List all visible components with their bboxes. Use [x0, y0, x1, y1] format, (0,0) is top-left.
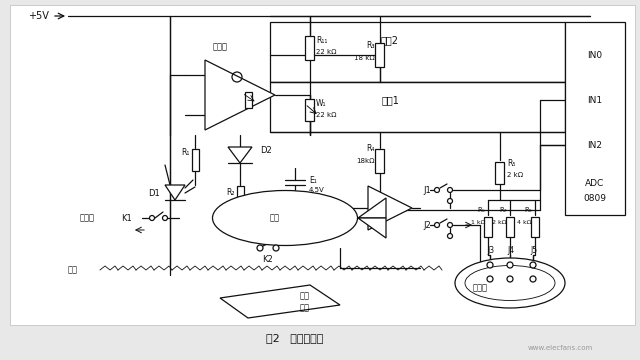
- Circle shape: [487, 262, 493, 268]
- Text: 水下: 水下: [300, 292, 310, 301]
- Bar: [506, 217, 514, 237]
- Text: D2: D2: [260, 145, 272, 154]
- Text: 4 kΩ: 4 kΩ: [518, 220, 532, 225]
- Bar: [244, 92, 252, 108]
- Polygon shape: [358, 198, 386, 218]
- Bar: [376, 149, 385, 173]
- Text: D1: D1: [148, 189, 160, 198]
- Text: 模板: 模板: [300, 303, 310, 312]
- Text: R₁₁: R₁₁: [316, 36, 328, 45]
- Circle shape: [257, 245, 263, 251]
- Polygon shape: [205, 60, 275, 130]
- Text: IN2: IN2: [588, 140, 602, 149]
- Circle shape: [447, 234, 452, 239]
- Text: 流速仪: 流速仪: [80, 213, 95, 222]
- Text: 图2   接口电路图: 图2 接口电路图: [266, 333, 324, 343]
- Text: R₈: R₈: [525, 207, 532, 213]
- Circle shape: [435, 188, 440, 193]
- Polygon shape: [220, 285, 340, 318]
- Text: J5: J5: [530, 246, 537, 255]
- Circle shape: [435, 222, 440, 228]
- Text: 鲡鱼: 鲡鱼: [270, 213, 280, 222]
- Polygon shape: [228, 147, 252, 163]
- Text: J3: J3: [487, 246, 494, 255]
- Ellipse shape: [455, 258, 565, 308]
- Ellipse shape: [212, 190, 358, 246]
- Text: 1 kΩ: 1 kΩ: [470, 220, 485, 225]
- Circle shape: [447, 188, 452, 193]
- Text: R₆: R₆: [477, 207, 485, 213]
- Bar: [305, 36, 314, 60]
- Bar: [531, 217, 539, 237]
- Text: IN1: IN1: [588, 95, 603, 104]
- Text: J4: J4: [507, 246, 514, 255]
- Text: R₃: R₃: [367, 41, 375, 50]
- Text: 22 kΩ: 22 kΩ: [316, 49, 337, 55]
- Text: R₄: R₄: [367, 144, 375, 153]
- Bar: [270, 22, 565, 82]
- Circle shape: [530, 276, 536, 282]
- Polygon shape: [368, 186, 412, 230]
- Text: +5V: +5V: [28, 11, 49, 21]
- Circle shape: [150, 216, 154, 220]
- Text: 副紤2: 副紤2: [381, 35, 399, 45]
- Bar: [10, 5, 635, 325]
- Circle shape: [273, 245, 279, 251]
- Text: 22 kΩ: 22 kΩ: [316, 112, 337, 118]
- Text: 18kΩ: 18kΩ: [356, 158, 375, 164]
- Circle shape: [163, 216, 168, 220]
- Text: R₁: R₁: [182, 148, 190, 157]
- Text: 河水: 河水: [68, 266, 78, 274]
- Polygon shape: [358, 218, 386, 238]
- Text: 4.5V: 4.5V: [309, 187, 324, 193]
- Text: 偏角仪: 偏角仪: [212, 42, 227, 51]
- Circle shape: [487, 276, 493, 282]
- Bar: [191, 149, 198, 171]
- Circle shape: [447, 198, 452, 203]
- Text: 副紤1: 副紤1: [381, 95, 399, 105]
- Text: K1: K1: [121, 213, 132, 222]
- Text: R₂: R₂: [227, 188, 235, 197]
- Bar: [495, 162, 504, 184]
- Bar: [237, 186, 243, 208]
- Bar: [270, 82, 565, 132]
- Text: E₁: E₁: [309, 176, 317, 185]
- Circle shape: [507, 276, 513, 282]
- Text: W₁: W₁: [316, 99, 326, 108]
- Circle shape: [447, 222, 452, 228]
- Polygon shape: [165, 185, 185, 200]
- Bar: [305, 99, 314, 121]
- Text: ADC: ADC: [586, 179, 605, 188]
- Text: www.elecfans.com: www.elecfans.com: [527, 345, 593, 351]
- Text: J1: J1: [423, 185, 431, 194]
- Text: 0809: 0809: [584, 194, 607, 202]
- Text: R₅: R₅: [507, 158, 515, 167]
- Bar: [565, 22, 625, 215]
- Bar: [376, 43, 385, 67]
- Bar: [484, 217, 492, 237]
- Text: 2 kΩ: 2 kΩ: [507, 172, 523, 178]
- Text: R₇: R₇: [499, 207, 507, 213]
- Circle shape: [530, 262, 536, 268]
- Text: 2 kΩ: 2 kΩ: [493, 220, 507, 225]
- Text: J2: J2: [423, 220, 431, 230]
- Text: IN0: IN0: [588, 50, 603, 59]
- Text: 水位计: 水位计: [472, 284, 488, 292]
- Text: 18 kΩ: 18 kΩ: [355, 55, 375, 61]
- Circle shape: [507, 262, 513, 268]
- Text: K2: K2: [262, 256, 273, 265]
